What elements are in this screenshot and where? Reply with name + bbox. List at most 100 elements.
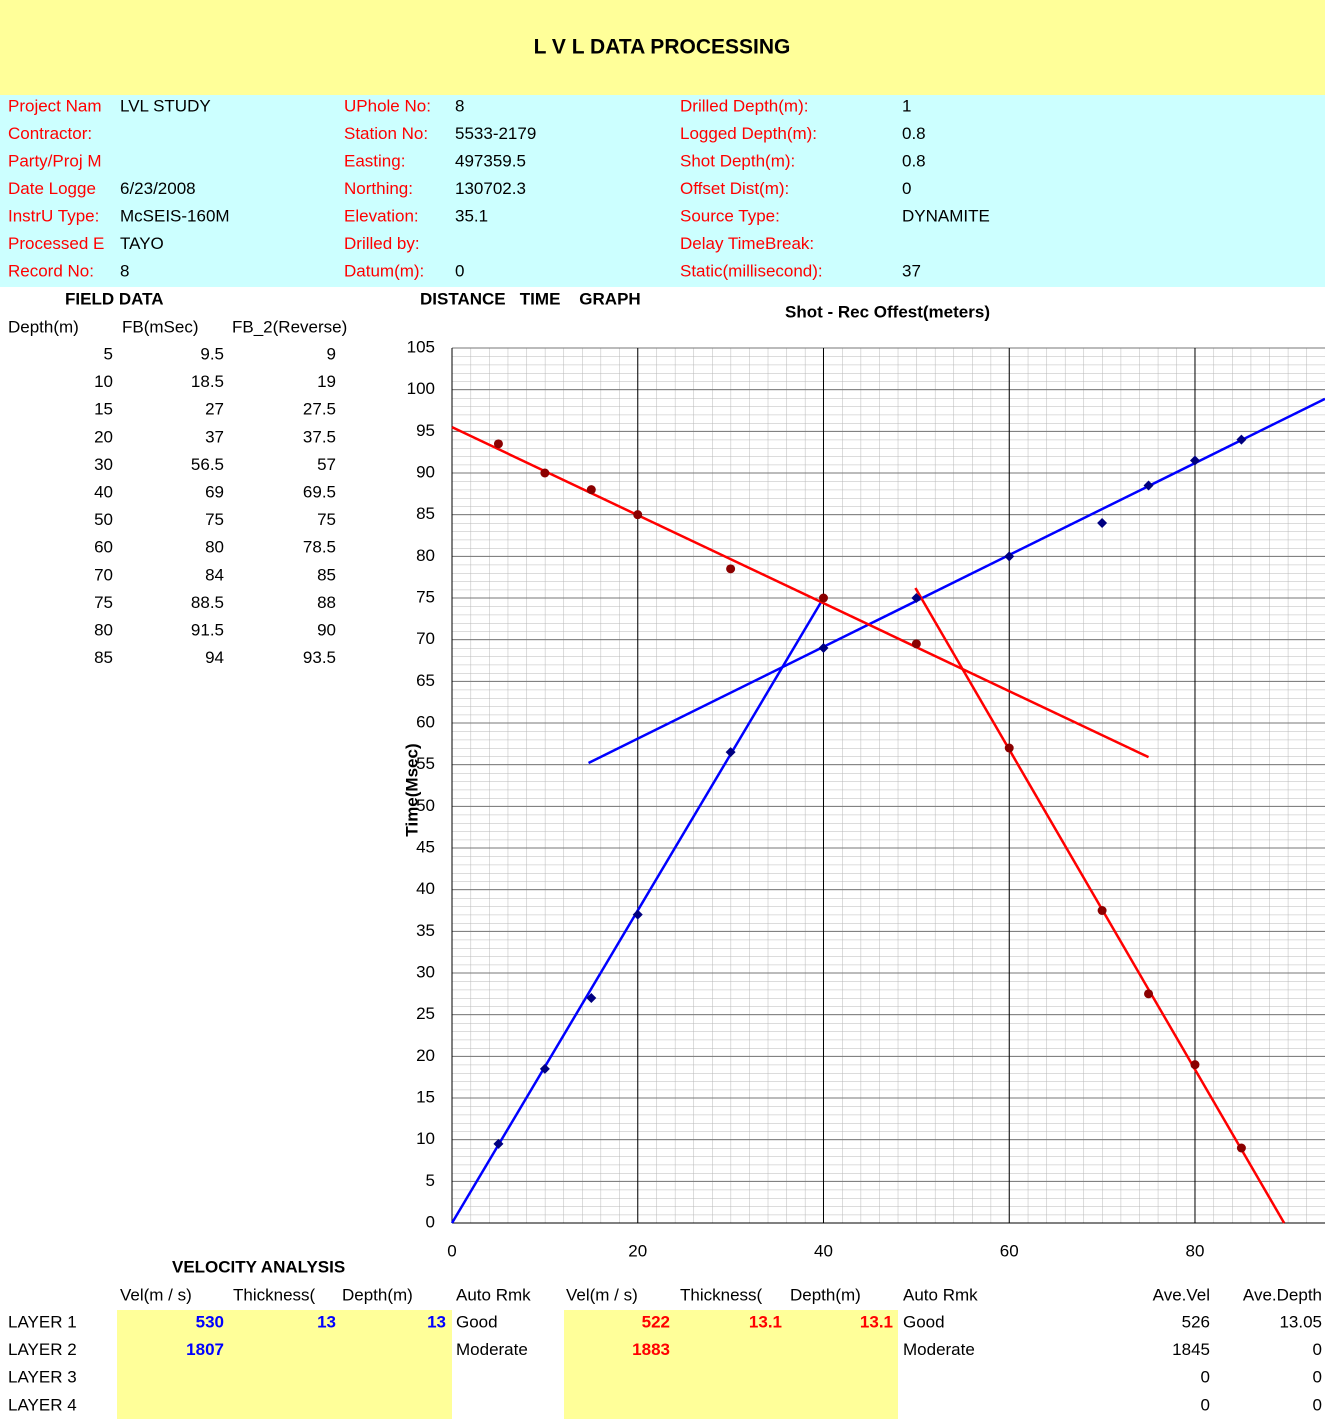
cell: 27 — [205, 400, 224, 419]
column-header: Auto Rmk — [903, 1285, 978, 1304]
cell: 85 — [317, 565, 336, 584]
cell: 88 — [317, 593, 336, 612]
info-label: Northing: — [344, 179, 413, 198]
y-tick-label: 95 — [416, 421, 435, 440]
cell: 85 — [94, 648, 113, 667]
y-tick-label: 50 — [416, 796, 435, 815]
cell: 56.5 — [191, 455, 224, 474]
cell: 18.5 — [191, 372, 224, 391]
info-value: 37 — [902, 261, 921, 280]
cell: 94 — [205, 648, 224, 667]
cell: Moderate — [456, 1340, 528, 1359]
info-label: Party/Proj M — [8, 151, 102, 170]
info-label: Elevation: — [344, 206, 419, 225]
x-tick-label: 80 — [1186, 1241, 1205, 1260]
column-header: Ave.Depth — [1243, 1285, 1322, 1304]
cell: 57 — [317, 455, 336, 474]
cell: 0 — [1313, 1368, 1322, 1387]
y-axis-title: Time(Msec) — [402, 743, 421, 836]
cell: 13.1 — [749, 1312, 782, 1331]
cell: 0 — [1313, 1395, 1322, 1414]
point — [1236, 1143, 1246, 1153]
cell: 0 — [1201, 1368, 1210, 1387]
cell: 80 — [94, 620, 113, 639]
info-label: Shot Depth(m): — [680, 151, 795, 170]
cell: 530 — [196, 1312, 224, 1331]
cell: 1807 — [186, 1340, 224, 1359]
point — [586, 993, 597, 1003]
info-value: 0.8 — [902, 151, 926, 170]
cell: 37 — [205, 427, 224, 446]
cell: 1883 — [632, 1340, 670, 1359]
cell: 75 — [205, 510, 224, 529]
point — [633, 510, 643, 520]
info-label: Processed E — [8, 234, 104, 253]
point — [818, 643, 829, 653]
y-tick-label: 30 — [416, 962, 435, 981]
info-band — [0, 95, 1325, 287]
fit-line — [914, 587, 1286, 1224]
cell: 30 — [94, 455, 113, 474]
y-tick-label: 45 — [416, 837, 435, 856]
minor-grid — [452, 348, 1325, 1223]
cell: 9 — [327, 344, 336, 363]
cell: 526 — [1182, 1312, 1210, 1331]
layer-name: LAYER 1 — [8, 1312, 77, 1331]
cell: 69 — [205, 482, 224, 501]
point — [1004, 551, 1015, 562]
cell: 75 — [94, 593, 113, 612]
info-label: Offset Dist(m): — [680, 179, 789, 198]
point — [726, 564, 736, 574]
cell: 78.5 — [303, 538, 336, 557]
x-tick-label: 20 — [628, 1241, 647, 1260]
column-header: Depth(m) — [8, 317, 79, 336]
cell: Good — [456, 1312, 498, 1331]
info-value: LVL STUDY — [120, 96, 211, 115]
y-tick-label: 5 — [426, 1171, 435, 1190]
y-tick-label: 35 — [416, 921, 435, 940]
info-label: Contractor: — [8, 124, 92, 143]
y-tick-label: 20 — [416, 1046, 435, 1065]
y-tick-label: 10 — [416, 1129, 435, 1148]
info-value: 8 — [120, 261, 129, 280]
info-value: 0 — [455, 261, 464, 280]
x-tick-label: 0 — [447, 1241, 456, 1260]
cell: 13 — [317, 1312, 336, 1331]
cell: 19 — [317, 372, 336, 391]
cell: Moderate — [903, 1340, 975, 1359]
y-tick-label: 90 — [416, 462, 435, 481]
info-value: 0.8 — [902, 124, 926, 143]
info-value: 8 — [455, 96, 464, 115]
cell: 37.5 — [303, 427, 336, 446]
info-value: McSEIS-160M — [120, 206, 230, 225]
point — [818, 593, 828, 603]
info-label: Drilled Depth(m): — [680, 96, 808, 115]
cell: 27.5 — [303, 400, 336, 419]
cell: 60 — [94, 538, 113, 557]
point — [632, 909, 643, 920]
column-header: Depth(m) — [342, 1285, 413, 1304]
y-tick-label: 105 — [407, 337, 435, 356]
info-value: 0 — [902, 179, 911, 198]
cell: 13 — [427, 1312, 446, 1331]
info-value: 497359.5 — [455, 151, 526, 170]
cell: 93.5 — [303, 648, 336, 667]
info-value: DYNAMITE — [902, 206, 990, 225]
point — [1189, 455, 1200, 466]
chart-title: DISTANCE TIME GRAPH — [420, 289, 641, 308]
layer-name: LAYER 3 — [8, 1368, 77, 1387]
point — [1144, 989, 1154, 999]
y-tick-label: 85 — [416, 504, 435, 523]
info-label: Station No: — [344, 124, 428, 143]
y-tick-label: 15 — [416, 1087, 435, 1106]
y-tick-label: 0 — [426, 1212, 435, 1231]
column-header: Thickness( — [680, 1285, 763, 1304]
column-header: Vel(m / s) — [120, 1285, 192, 1304]
column-header: Thickness( — [233, 1285, 316, 1304]
cell: 88.5 — [191, 593, 224, 612]
y-tick-label: 100 — [407, 379, 435, 398]
info-value: 35.1 — [455, 206, 488, 225]
point — [1097, 906, 1107, 915]
info-label: Datum(m): — [344, 261, 424, 280]
point — [540, 468, 550, 478]
